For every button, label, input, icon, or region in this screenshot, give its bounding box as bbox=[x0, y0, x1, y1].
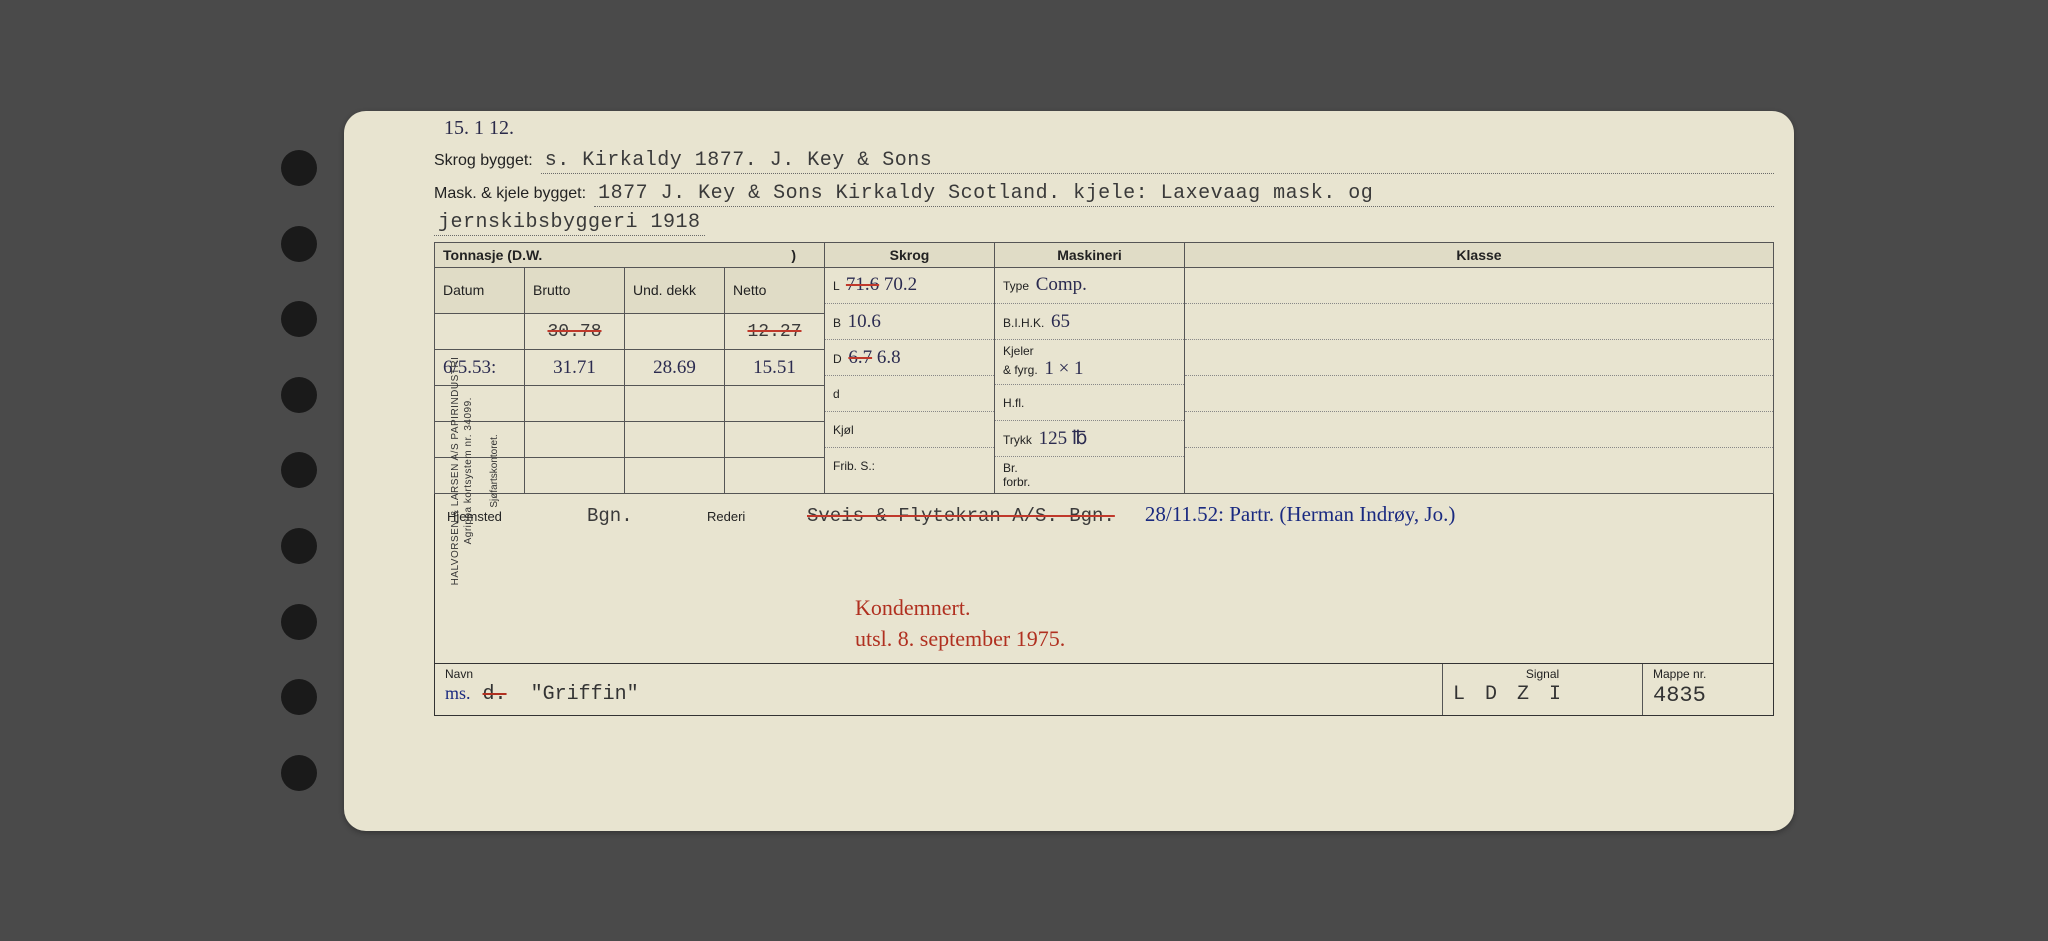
hjemsted-rederi-block: Hjemsted Bgn. Rederi Sveis & Flytekran A… bbox=[434, 494, 1774, 664]
r2-unddekk: 28.69 bbox=[625, 350, 725, 386]
r1-datum bbox=[435, 314, 525, 350]
kondemnert-note: Kondemnert. utsl. 8. september 1975. bbox=[855, 593, 1065, 655]
hjemsted-label: Hjemsted bbox=[447, 509, 557, 524]
navn-cell: Navn ms. d. "Griffin" bbox=[435, 664, 1443, 715]
skrog-subtable: L 71.6 70.2 B 10.6 D 6.7 6.8 d Kjøl Frib… bbox=[825, 268, 994, 484]
top-handwritten-note: 15. 1 12. bbox=[444, 117, 514, 140]
mask-kjele-value: 1877 J. Key & Sons Kirkaldy Scotland. kj… bbox=[594, 182, 1774, 207]
klasse-header: Klasse bbox=[1185, 242, 1774, 267]
card-wrapper: HALVORSEN & LARSEN A/S PAPIRINDUSTRI Agr… bbox=[254, 111, 1794, 831]
r2-brutto: 31.71 bbox=[525, 350, 625, 386]
r1-netto: 12.27 bbox=[725, 314, 825, 350]
skrog-bygget-label: Skrog bygget: bbox=[434, 152, 533, 170]
navn-prefix-struck: d. bbox=[483, 683, 507, 706]
navn-value: "Griffin" bbox=[531, 683, 639, 706]
main-table: Tonnasje (D.W. ) Skrog Maskineri Klasse … bbox=[434, 242, 1774, 495]
skrog-bygget-value: s. Kirkaldy 1877. J. Key & Sons bbox=[541, 149, 1774, 174]
mask-kjele-value2: jernskibsbyggeri 1918 bbox=[434, 211, 705, 236]
signal-cell: Signal L D Z I bbox=[1443, 664, 1643, 715]
binder-holes bbox=[254, 111, 344, 831]
hjemsted-value: Bgn. bbox=[587, 505, 677, 527]
navn-prefix-hand: ms. bbox=[445, 683, 471, 703]
bottom-row: Navn ms. d. "Griffin" Signal L D Z I Map… bbox=[434, 664, 1774, 716]
index-card: HALVORSEN & LARSEN A/S PAPIRINDUSTRI Agr… bbox=[344, 111, 1794, 831]
col-brutto: Brutto bbox=[525, 267, 625, 314]
maskineri-subtable: Type Comp. B.I.H.K. 65 Kjeler& fyrg. 1 ×… bbox=[995, 268, 1184, 494]
signal-value: L D Z I bbox=[1453, 683, 1632, 706]
r1-unddekk bbox=[625, 314, 725, 350]
col-unddekk: Und. dekk bbox=[625, 267, 725, 314]
tonnasje-header: Tonnasje (D.W. bbox=[443, 247, 542, 263]
rederi-struck: Sveis & Flytekran A/S. Bgn. bbox=[807, 505, 1115, 527]
rederi-handwritten: 28/11.52: Partr. (Herman Indrøy, Jo.) bbox=[1145, 502, 1455, 527]
skrog-bygget-row: Skrog bygget: s. Kirkaldy 1877. J. Key &… bbox=[434, 149, 1774, 174]
r1-brutto: 30.78 bbox=[525, 314, 625, 350]
r2-datum: 6/5.53: bbox=[435, 350, 525, 386]
col-netto: Netto bbox=[725, 267, 825, 314]
col-datum: Datum bbox=[435, 267, 525, 314]
mask-kjele-row2: jernskibsbyggeri 1918 bbox=[434, 211, 1774, 236]
rederi-label: Rederi bbox=[707, 509, 777, 524]
mask-kjele-label: Mask. & kjele bygget: bbox=[434, 185, 586, 203]
r2-netto: 15.51 bbox=[725, 350, 825, 386]
mappe-value: 4835 bbox=[1653, 683, 1763, 708]
mask-kjele-row: Mask. & kjele bygget: 1877 J. Key & Sons… bbox=[434, 182, 1774, 207]
klasse-subtable bbox=[1185, 268, 1773, 484]
maskineri-header: Maskineri bbox=[995, 242, 1185, 267]
skrog-header: Skrog bbox=[825, 242, 995, 267]
mappe-cell: Mappe nr. 4835 bbox=[1643, 664, 1773, 715]
